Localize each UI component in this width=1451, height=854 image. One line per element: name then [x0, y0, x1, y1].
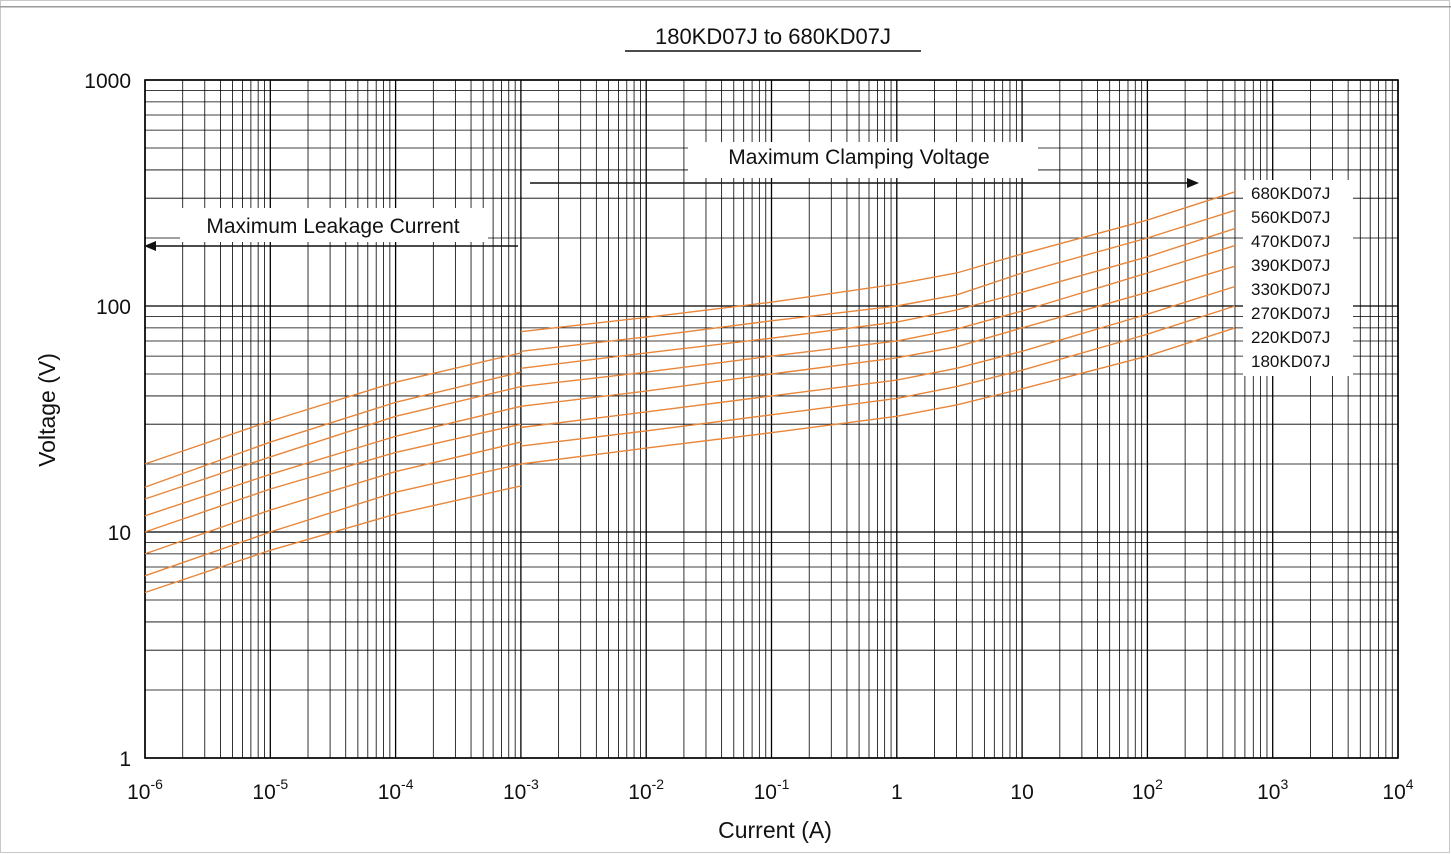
y-tick-label: 100	[96, 296, 131, 319]
leakage-annotation-label: Maximum Leakage Current	[206, 215, 459, 238]
figure-top-rule	[0, 6, 1451, 8]
leakage-label-backdrop	[180, 208, 488, 242]
series-line-330KD07J-leakage	[144, 423, 522, 533]
x-tick-label: 10-1	[754, 776, 790, 804]
series-line-270KD07J-clamping	[520, 285, 1236, 429]
y-tick-label: 1	[119, 748, 131, 771]
x-tick-label: 10	[1010, 781, 1033, 804]
legend-item-560KD07J: 560KD07J	[1251, 208, 1330, 227]
plot-grid	[144, 79, 1399, 759]
clamping-arrow-head-icon	[1187, 178, 1199, 188]
plot-frame	[144, 79, 1399, 759]
series-line-560KD07J-clamping	[520, 209, 1236, 352]
x-tick-label: 10-5	[252, 776, 288, 804]
series-line-220KD07J-leakage	[144, 463, 522, 577]
clamping-annotation-label: Maximum Clamping Voltage	[728, 146, 989, 169]
x-tick-label: 10-6	[127, 776, 163, 804]
legend-item-330KD07J: 330KD07J	[1251, 280, 1330, 299]
series-line-680KD07J-clamping	[520, 191, 1236, 333]
series-line-270KD07J-leakage	[144, 441, 522, 555]
legend-item-270KD07J: 270KD07J	[1251, 304, 1330, 323]
series-line-560KD07J-leakage	[144, 371, 522, 488]
legend: 680KD07J 560KD07J 470KD07J 390KD07J 330KD07J…	[1251, 184, 1330, 371]
legend-item-390KD07J: 390KD07J	[1251, 256, 1330, 275]
series-line-180KD07J-clamping	[520, 327, 1236, 465]
x-tick-label: 10-4	[378, 776, 414, 804]
x-tick-label: 10-2	[628, 776, 664, 804]
x-axis-label: Current (A)	[718, 817, 832, 843]
legend-item-680KD07J: 680KD07J	[1251, 184, 1330, 203]
x-tick-label: 104	[1382, 776, 1413, 804]
y-tick-label: 1000	[84, 70, 131, 93]
leakage-arrow-head-icon	[144, 241, 156, 251]
clamping-label-backdrop	[688, 142, 1038, 178]
legend-item-220KD07J: 220KD07J	[1251, 328, 1330, 347]
x-tick-label: 10-3	[503, 776, 539, 804]
series-line-390KD07J-clamping	[520, 244, 1236, 388]
x-tick-label: 102	[1132, 776, 1163, 804]
legend-item-180KD07J: 180KD07J	[1251, 352, 1330, 371]
chart-title: 180KD07J to 680KD07J	[655, 24, 891, 49]
series-line-220KD07J-clamping	[520, 305, 1236, 447]
legend-item-470KD07J: 470KD07J	[1251, 232, 1330, 251]
y-axis-label: Voltage (V)	[34, 353, 60, 467]
series-line-330KD07J-clamping	[520, 265, 1236, 407]
y-tick-label: 10	[108, 522, 131, 545]
x-tick-label: 103	[1257, 776, 1288, 804]
series-lines	[144, 191, 1236, 594]
series-line-680KD07J-leakage	[144, 352, 522, 465]
series-line-470KD07J-leakage	[144, 385, 522, 500]
y-tick-labels: 1 10 100 1000	[84, 70, 131, 771]
series-line-390KD07J-leakage	[144, 405, 522, 517]
x-tick-label: 1	[891, 781, 903, 804]
series-line-180KD07J-leakage	[144, 485, 522, 594]
legend-backdrop	[1243, 180, 1353, 376]
x-tick-labels: 10-6 10-5 10-4 10-3 10-2 10-1 1 10 102 103 104	[127, 776, 1414, 804]
series-line-470KD07J-clamping	[520, 227, 1236, 369]
